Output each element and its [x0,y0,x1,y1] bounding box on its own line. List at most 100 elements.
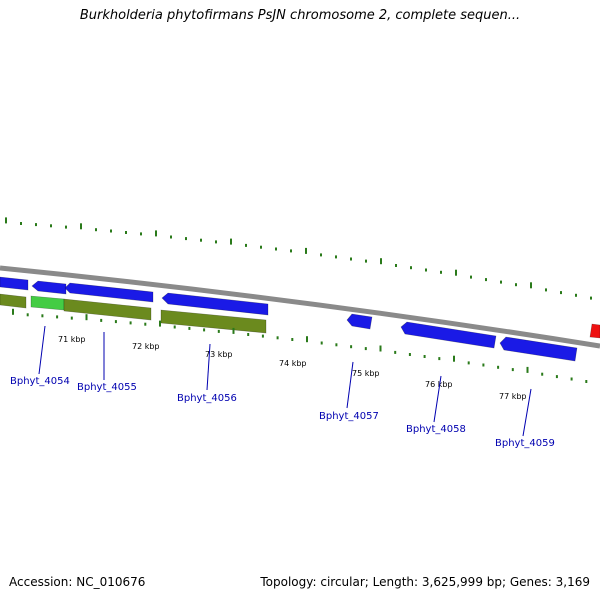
tick-mark [276,336,279,340]
inner-tick-track [12,308,588,383]
tick-mark [245,243,247,247]
tick-mark [410,266,412,270]
tick-mark [453,355,455,362]
tick-mark [41,314,44,318]
tick-mark [555,375,558,379]
tick-mark [305,247,307,254]
tick-mark [560,291,562,295]
tick-mark [100,318,103,322]
kbp-label: 71 kbp [58,335,86,344]
tick-mark [12,308,14,315]
tick-mark [590,296,592,300]
tick-mark [85,314,88,321]
gene-arrow[interactable] [346,313,373,330]
kbp-label: 74 kbp [279,359,307,368]
tick-mark [350,345,353,349]
tick-mark [129,321,132,325]
tick-mark [173,325,176,329]
tick-mark [570,377,573,381]
gene-leader-lines [38,325,532,437]
kbp-label: 77 kbp [499,392,527,401]
kbp-label: 76 kbp [425,380,453,389]
tick-mark [511,368,514,372]
tick-mark [125,231,127,234]
tick-mark [5,217,7,224]
tick-mark [170,235,172,239]
tick-mark [395,264,397,267]
tick-mark [320,253,322,257]
kbp-label: 73 kbp [205,350,233,359]
tick-mark [35,223,37,227]
tick-mark [275,247,277,251]
gene-label[interactable]: Bphyt_4056 [177,393,237,404]
gene-arrow[interactable] [160,309,267,334]
tick-mark [140,232,142,236]
gene-arrow[interactable] [31,280,67,295]
tick-mark [500,280,502,284]
tick-mark [438,357,441,361]
tick-mark [144,322,147,326]
tick-mark [110,229,112,233]
tick-mark [217,329,220,333]
tick-mark [26,313,29,317]
gene-arrow[interactable] [0,276,29,291]
tick-mark [95,228,97,232]
tick-mark [515,283,517,287]
tick-mark [455,269,457,276]
tick-mark [306,336,308,343]
tick-mark [188,326,191,330]
tick-mark [380,258,382,265]
tick-mark [260,245,262,249]
tick-mark [203,328,206,332]
tick-mark [114,320,117,324]
tick-mark [159,320,161,327]
accession-text: Accession: NC_010676 [9,575,146,589]
tick-mark [290,249,292,253]
gene-arrow[interactable] [0,293,27,309]
tick-mark [379,345,382,352]
tick-mark [526,366,529,373]
chromosome-backbone [0,265,600,349]
gene-arrow[interactable] [400,321,497,349]
tick-mark [467,361,470,365]
gene-label[interactable]: Bphyt_4057 [319,411,379,422]
gene-arrow[interactable] [64,282,154,303]
tick-mark [408,353,411,356]
gene-label[interactable]: Bphyt_4054 [10,376,70,387]
tick-mark [200,238,202,242]
tick-mark [530,282,532,289]
gene-arrow[interactable] [499,336,578,362]
tick-mark [261,334,264,338]
tick-mark [541,372,544,376]
tick-mark [545,288,547,292]
kbp-label: 75 kbp [352,369,380,378]
tick-mark [425,268,427,272]
gene-track [0,276,600,362]
gene-arrow[interactable] [30,295,65,311]
tick-mark [185,237,187,241]
gene-label[interactable]: Bphyt_4059 [495,438,555,449]
tick-mark [497,365,500,369]
tick-mark [230,238,232,245]
map-title: Burkholderia phytofirmans PsJN chromosom… [79,8,521,23]
gene-label[interactable]: Bphyt_4055 [77,382,137,393]
tick-mark [155,230,157,237]
tick-mark [320,341,323,345]
gene-label[interactable]: Bphyt_4058 [406,424,466,435]
tick-mark [232,327,235,334]
outer-tick-track [5,217,592,300]
tick-mark [575,293,577,297]
tick-mark [482,363,485,367]
gene-arrow[interactable] [63,298,152,321]
tick-mark [20,222,22,225]
tick-mark [291,338,294,341]
tick-mark [423,355,426,358]
gene-arrow[interactable] [589,323,600,339]
sequence-info-text: Topology: circular; Length: 3,625,999 bp… [260,575,590,589]
tick-mark [70,316,73,320]
tick-mark [364,347,367,351]
tick-mark [56,315,59,319]
tick-mark [394,350,397,354]
gene-arrow[interactable] [161,292,269,316]
